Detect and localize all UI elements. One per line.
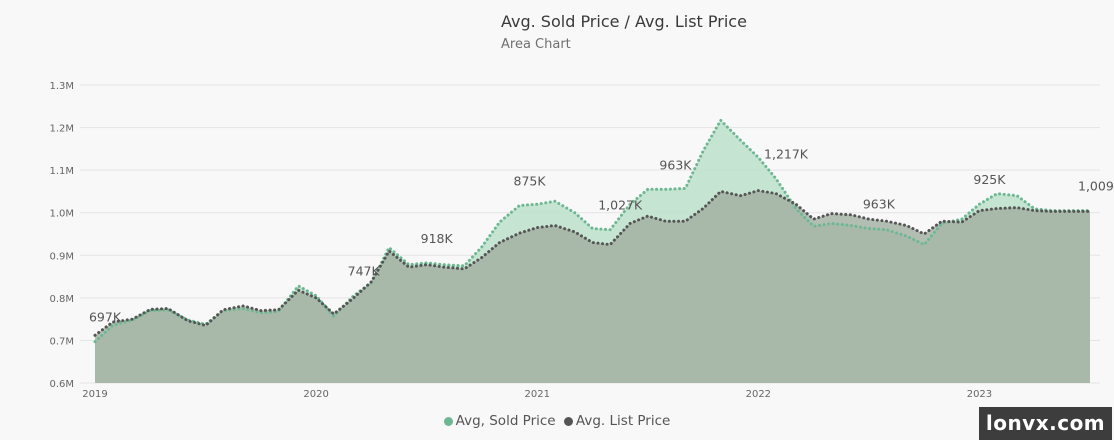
- x-tick-label: 2022: [746, 389, 771, 400]
- y-tick-label: 0.9M: [49, 251, 74, 262]
- x-tick-label: 2019: [82, 389, 107, 400]
- y-tick-label: 1.3M: [49, 81, 74, 92]
- y-tick-label: 0.7M: [49, 336, 74, 347]
- data-label: 875K: [514, 173, 547, 188]
- data-label: 1,009K: [1078, 179, 1114, 194]
- data-label: 1,027K: [598, 198, 643, 213]
- data-label: 697K: [89, 310, 122, 325]
- chart-subtitle: Area Chart: [501, 37, 571, 52]
- x-tick-label: 2023: [967, 389, 992, 400]
- x-tick-label: 2020: [303, 389, 328, 400]
- data-label: 918K: [421, 231, 454, 246]
- y-tick-label: 0.6M: [49, 379, 74, 390]
- legend-item-sold[interactable]: Avg, Sold Price: [443, 413, 556, 429]
- legend-label-sold: Avg, Sold Price: [455, 413, 556, 429]
- x-tick-label: 2021: [524, 389, 549, 400]
- area-list-price: [95, 190, 1090, 383]
- y-tick-label: 0.8M: [49, 294, 74, 305]
- legend-label-list: Avg. List Price: [575, 413, 671, 429]
- watermark-badge: lonvx.com: [979, 407, 1112, 440]
- y-tick-label: 1.2M: [49, 124, 74, 135]
- legend-dot-list: [563, 416, 573, 426]
- data-label: 747K: [348, 264, 381, 279]
- line-sold-price: [93, 117, 1092, 344]
- data-label: 963K: [659, 157, 692, 172]
- data-label: 925K: [973, 172, 1006, 187]
- legend-item-list[interactable]: Avg. List Price: [563, 413, 671, 429]
- legend: Avg, Sold Price Avg. List Price: [0, 413, 1114, 430]
- legend-dot-sold: [443, 416, 453, 426]
- data-label: 963K: [863, 196, 896, 211]
- line-list-price: [93, 189, 1092, 337]
- y-tick-label: 1.0M: [49, 209, 74, 220]
- y-tick-label: 1.1M: [49, 166, 74, 177]
- chart-title: Avg. Sold Price / Avg. List Price: [501, 12, 747, 31]
- data-label: 1,217K: [764, 147, 809, 162]
